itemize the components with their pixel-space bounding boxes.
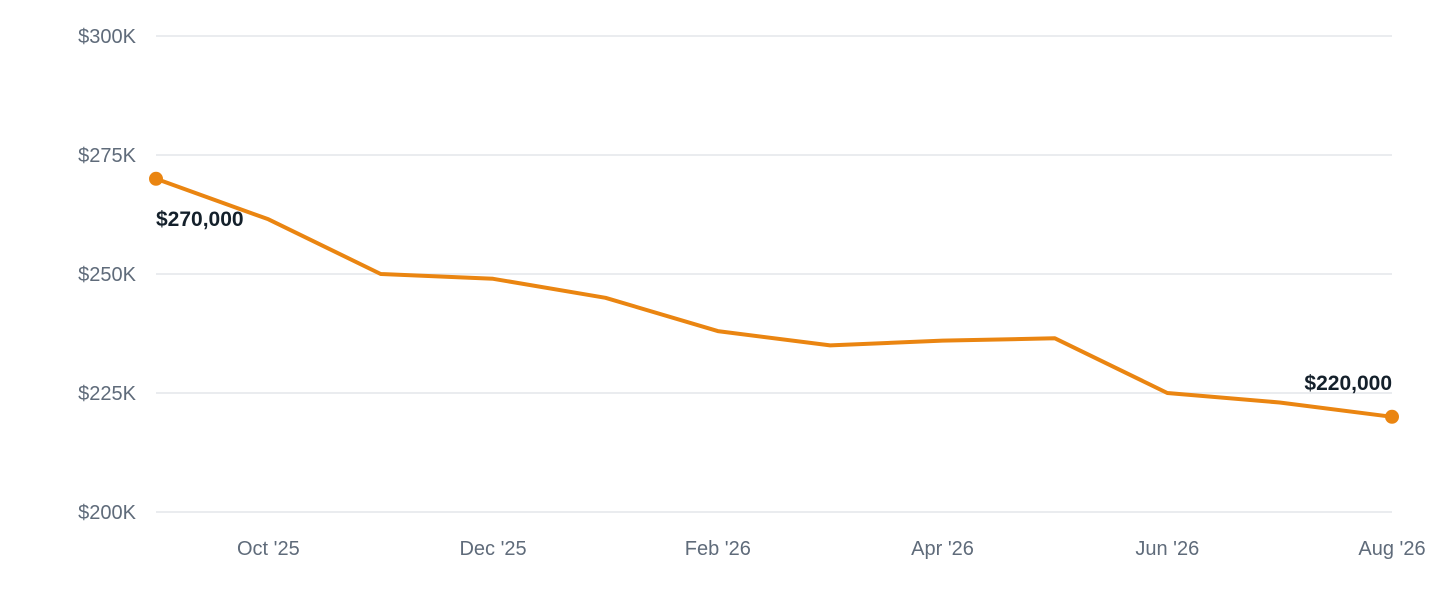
series-line xyxy=(154,176,1394,419)
y-tick-label: $200K xyxy=(78,502,136,524)
series xyxy=(154,176,1394,419)
data-label: $220,000 xyxy=(1304,372,1392,395)
y-tick-label: $250K xyxy=(78,264,136,286)
x-tick-label: Oct '25 xyxy=(237,538,300,560)
x-tick-label: Jun '26 xyxy=(1135,538,1199,560)
y-tick-label: $300K xyxy=(78,26,136,48)
y-axis-ticks: $300K $275K $250K $225K $200K xyxy=(78,26,136,524)
x-tick-label: Dec '25 xyxy=(459,538,526,560)
annotations: $270,000 $220,000 xyxy=(149,171,1399,424)
y-tick-label: $275K xyxy=(78,145,136,167)
x-tick-label: Aug '26 xyxy=(1358,538,1425,560)
data-label: $270,000 xyxy=(156,208,244,231)
y-tick-label: $225K xyxy=(78,383,136,405)
data-point-marker xyxy=(1385,409,1399,424)
data-point-marker xyxy=(149,171,163,186)
x-axis-ticks: Oct '25 Dec '25 Feb '26 Apr '26 Jun '26 Aug '… xyxy=(237,538,1426,560)
grid-lines xyxy=(156,35,1392,513)
x-tick-label: Apr '26 xyxy=(911,538,974,560)
x-tick-label: Feb '26 xyxy=(685,538,751,560)
